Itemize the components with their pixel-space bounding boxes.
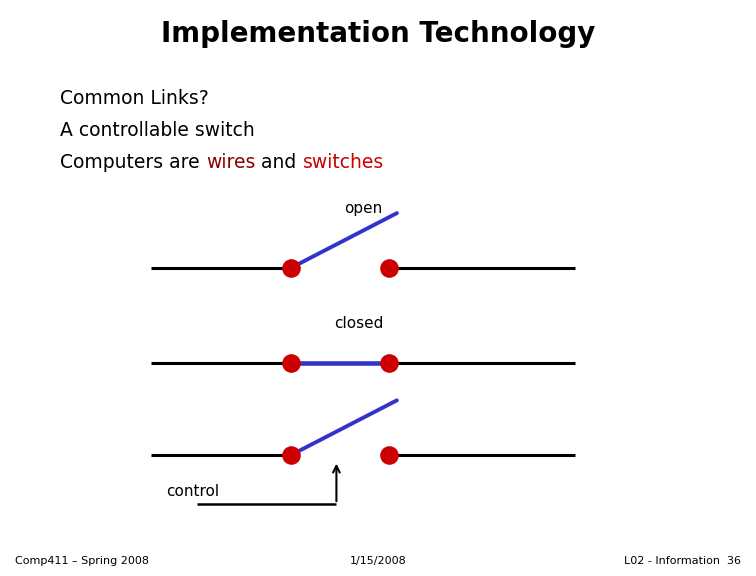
Text: control: control — [166, 484, 219, 499]
Text: open: open — [344, 201, 382, 216]
Point — [383, 263, 395, 272]
Text: switches: switches — [302, 153, 384, 172]
Text: 1/15/2008: 1/15/2008 — [349, 556, 407, 566]
Point — [383, 450, 395, 460]
Text: A controllable switch: A controllable switch — [60, 121, 256, 140]
Point — [285, 263, 297, 272]
Text: and: and — [256, 153, 302, 172]
Text: Common Links?: Common Links? — [60, 89, 209, 108]
Text: closed: closed — [334, 316, 384, 331]
Text: Computers are: Computers are — [60, 153, 206, 172]
Text: wires: wires — [206, 153, 256, 172]
Point — [383, 358, 395, 367]
Point — [285, 358, 297, 367]
Text: L02 - Information  36: L02 - Information 36 — [624, 556, 741, 566]
Text: Implementation Technology: Implementation Technology — [161, 20, 595, 48]
Point — [285, 450, 297, 460]
Text: Comp411 – Spring 2008: Comp411 – Spring 2008 — [15, 556, 149, 566]
